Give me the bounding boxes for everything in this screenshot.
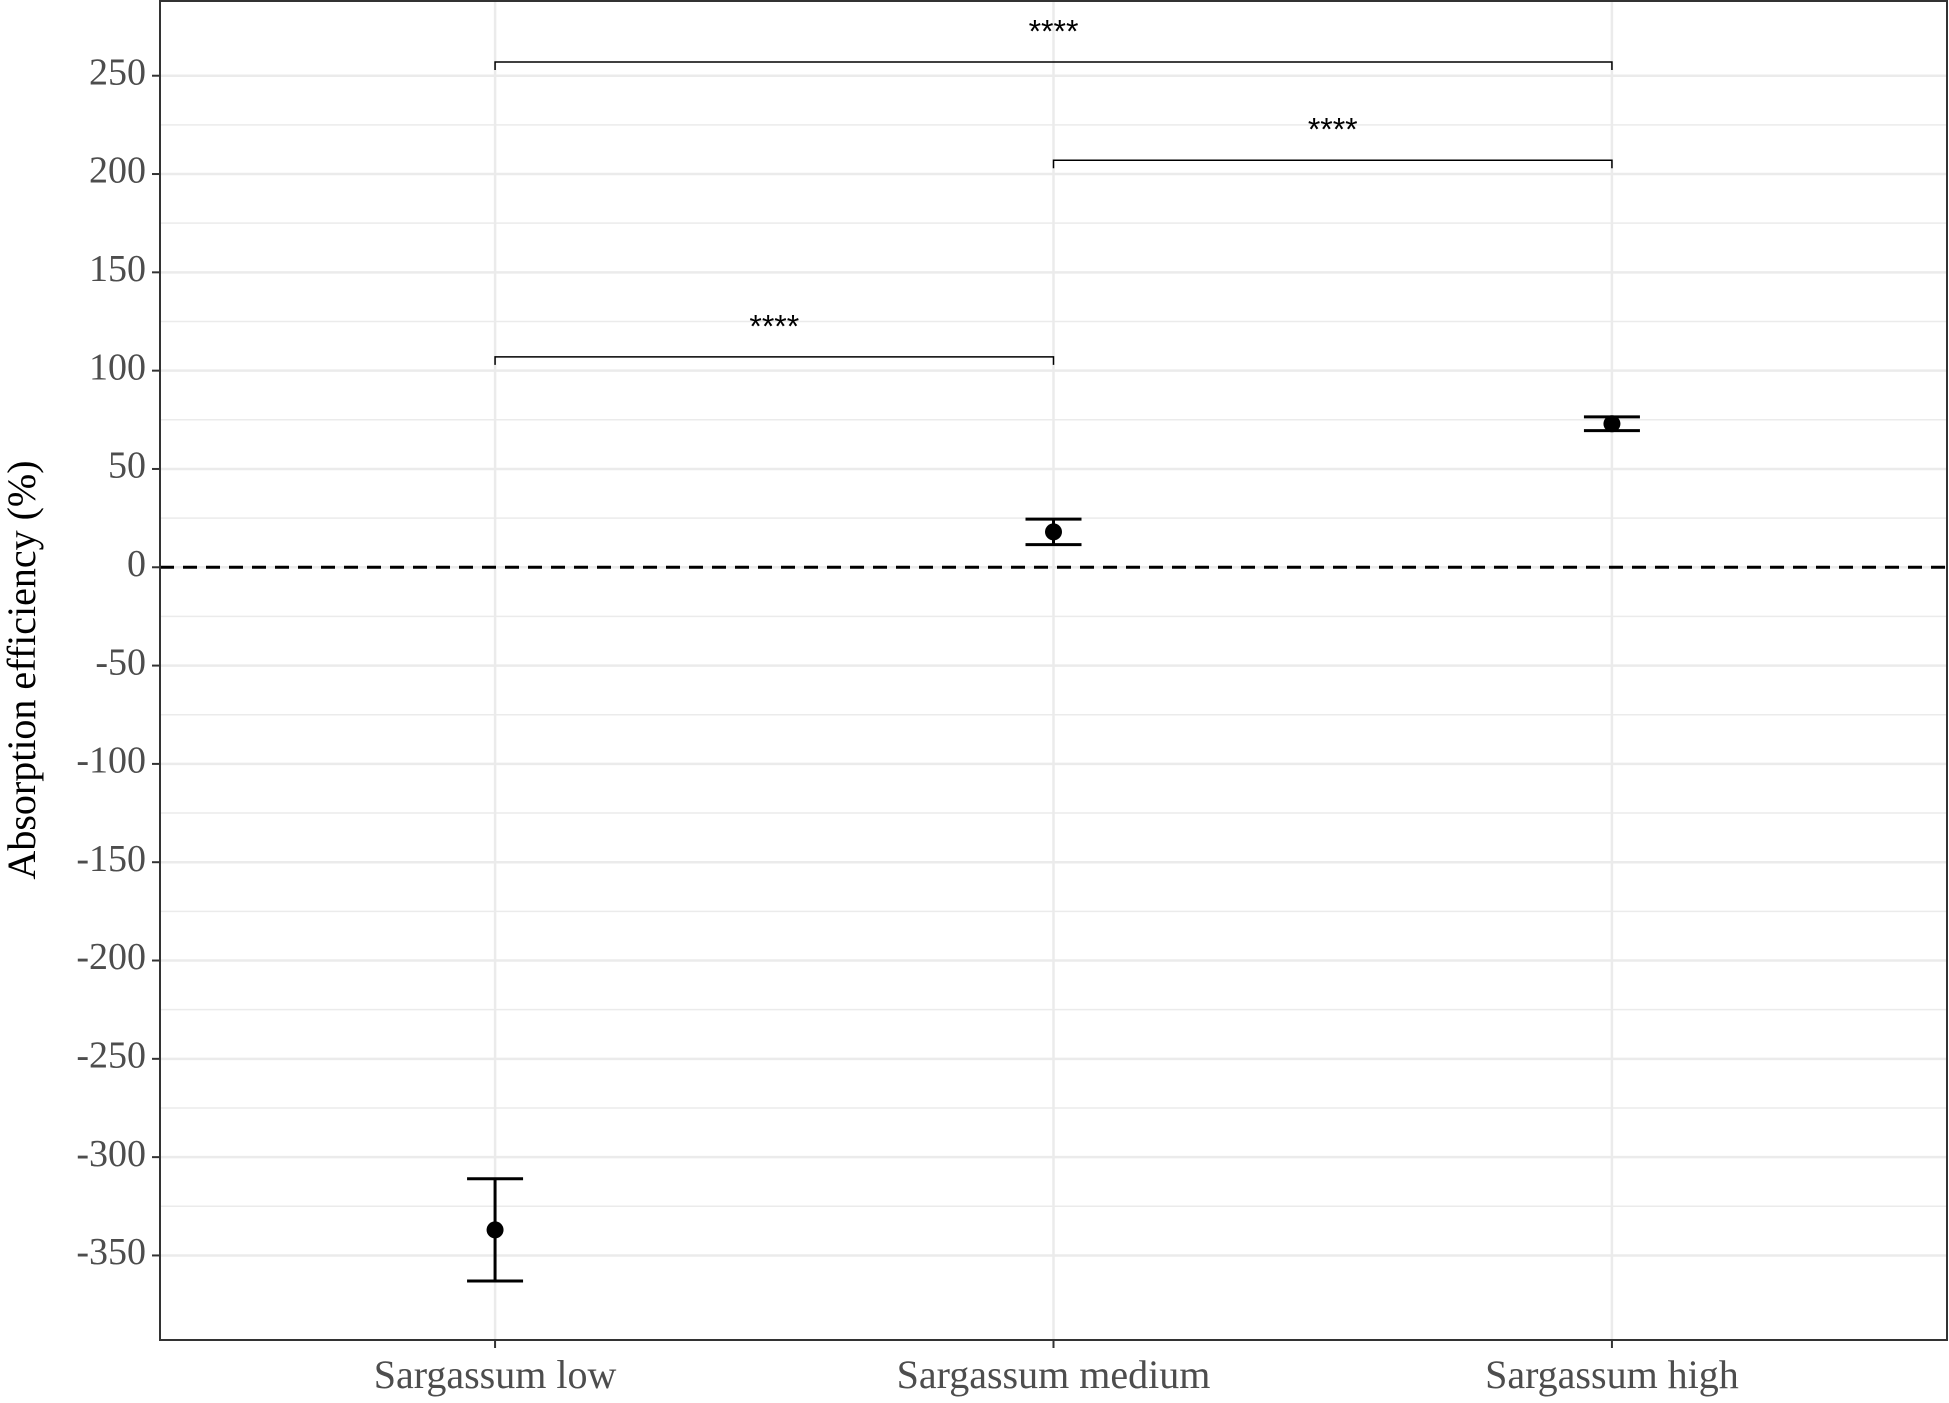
significance-bracket — [1052, 159, 1613, 169]
y-tick-label: -100 — [76, 740, 146, 782]
y-axis-title: Absorption efficiency (%) — [0, 460, 44, 879]
panel-border — [159, 0, 1948, 1341]
significance-label: **** — [1029, 13, 1079, 49]
y-tick-label: 200 — [89, 150, 146, 192]
significance-bracket — [494, 61, 1613, 70]
y-tick-label: -350 — [76, 1231, 146, 1273]
point — [1045, 523, 1062, 541]
x-tick-label: Sargassum low — [374, 1352, 617, 1397]
y-tick-label: 100 — [89, 346, 146, 388]
y-tick-label: 0 — [127, 543, 146, 585]
y-tick-label: 50 — [108, 445, 146, 487]
x-tick-label: Sargassum high — [1485, 1352, 1739, 1397]
y-tick-label: -200 — [76, 936, 146, 978]
y-tick-label: -250 — [76, 1035, 146, 1077]
y-tick-label: -300 — [76, 1133, 146, 1175]
significance-label: **** — [749, 308, 799, 344]
y-tick-label: 250 — [89, 51, 146, 93]
y-tick-label: -150 — [76, 838, 146, 880]
significance-bracket — [494, 356, 1055, 365]
x-tick-label: Sargassum medium — [897, 1352, 1211, 1397]
y-tick-label: 150 — [89, 248, 146, 290]
point — [1603, 415, 1621, 433]
significance-label: **** — [1308, 112, 1358, 148]
y-tick-label: -50 — [95, 641, 146, 683]
point — [486, 1221, 504, 1239]
